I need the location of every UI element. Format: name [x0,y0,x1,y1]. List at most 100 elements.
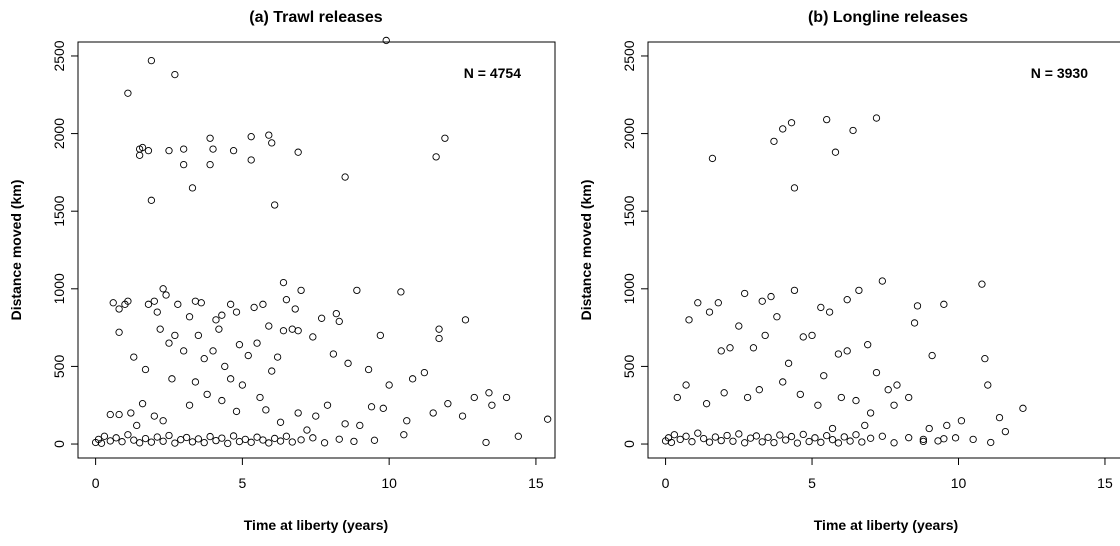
point [206,134,214,142]
point [482,438,490,447]
point [235,341,244,349]
y-tick-label: 1000 [621,273,637,304]
point [153,433,161,441]
y-tick-label: 2000 [621,118,637,149]
point [379,404,387,412]
point [376,331,384,340]
point [165,431,173,440]
point [940,435,948,443]
y-tick-label: 2000 [51,118,67,149]
point [940,300,948,308]
point [400,431,408,439]
point [147,438,156,446]
point [262,406,270,414]
point [106,410,114,419]
point [435,334,443,343]
point [984,381,992,389]
point [852,431,860,439]
point [159,285,167,293]
point [206,432,214,441]
point [256,393,264,402]
point [913,302,922,310]
point [364,365,373,374]
y-tick-label: 500 [51,355,67,379]
point [808,331,816,340]
point [141,434,150,443]
point [893,381,901,389]
point [676,435,684,444]
point [852,396,860,405]
point [685,316,693,324]
point [268,139,276,147]
annotation: N = 3930 [1031,65,1088,81]
point [782,436,790,444]
y-tick-label: 1500 [621,195,637,226]
point [353,286,361,295]
point [171,70,179,79]
point [735,430,743,438]
point [866,434,875,442]
point [843,296,851,304]
point [825,308,834,316]
point [221,362,229,371]
point [294,148,302,156]
point [749,344,758,352]
x-axis-label: Time at liberty (years) [814,517,958,533]
point [823,115,831,124]
point [779,125,787,133]
point [276,437,285,445]
point [444,400,452,408]
point [758,438,766,446]
point [265,322,273,330]
point [770,438,778,447]
point [162,291,170,299]
point [714,299,722,307]
point [764,433,772,442]
point [855,286,863,295]
point [130,353,138,361]
point [711,433,720,441]
point [147,196,156,204]
point [435,325,443,333]
point [218,396,226,405]
point [241,435,249,444]
point [673,393,681,402]
point [144,147,153,155]
point [770,137,778,145]
x-tick-label: 10 [951,475,967,491]
point [420,368,429,377]
x-tick-label: 15 [1097,475,1113,491]
point [150,297,158,305]
point [761,331,769,340]
point [156,325,164,333]
point [488,401,496,409]
point [180,145,188,153]
point [174,300,182,308]
point [188,438,197,446]
point [271,434,279,443]
point [291,305,299,313]
point [171,331,179,340]
point [133,421,141,430]
point [408,375,417,383]
point [470,393,478,402]
point [700,434,708,443]
point [171,439,179,447]
point [182,433,191,442]
x-tick-label: 5 [808,475,816,491]
point [159,437,167,445]
point [729,437,737,445]
point [767,292,775,301]
point [805,437,813,446]
point [943,421,951,430]
point [866,409,875,417]
point [702,400,711,408]
point [385,381,393,389]
point [735,322,743,330]
point [890,401,898,409]
point [544,415,552,423]
point [925,424,933,433]
point [820,372,828,380]
point [799,333,807,341]
point [303,426,311,434]
